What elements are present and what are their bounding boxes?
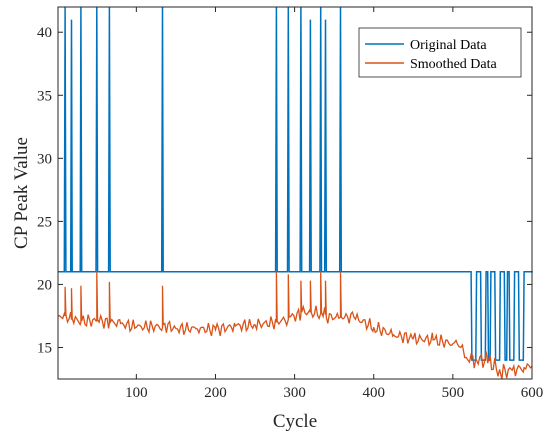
y-tick-label: 40 — [37, 25, 52, 41]
y-tick-label: 30 — [37, 151, 52, 167]
x-tick-label: 500 — [442, 385, 465, 401]
y-tick-label: 35 — [37, 88, 52, 104]
x-tick-label: 400 — [362, 385, 385, 401]
y-tick-label: 20 — [37, 277, 52, 293]
x-tick-label: 300 — [283, 385, 306, 401]
y-tick-label: 25 — [37, 214, 52, 230]
legend-label-original: Original Data — [410, 38, 487, 53]
y-axis-label: CP Peak Value — [11, 137, 32, 249]
series-smoothed-line — [57, 271, 533, 379]
x-tick-label: 100 — [125, 385, 148, 401]
legend-box — [358, 27, 522, 78]
x-tick-label: 200 — [204, 385, 227, 401]
x-axis-label: Cycle — [273, 411, 317, 432]
ticks-layer: 100 200 300 400 500 600 15 20 25 30 35 40 — [37, 7, 543, 401]
series-layer — [57, 6, 533, 379]
legend-label-smoothed: Smoothed Data — [410, 57, 497, 72]
x-tick-label: 600 — [521, 385, 544, 401]
legend: Original Data Smoothed Data — [358, 27, 522, 78]
y-tick-label: 15 — [37, 340, 52, 356]
